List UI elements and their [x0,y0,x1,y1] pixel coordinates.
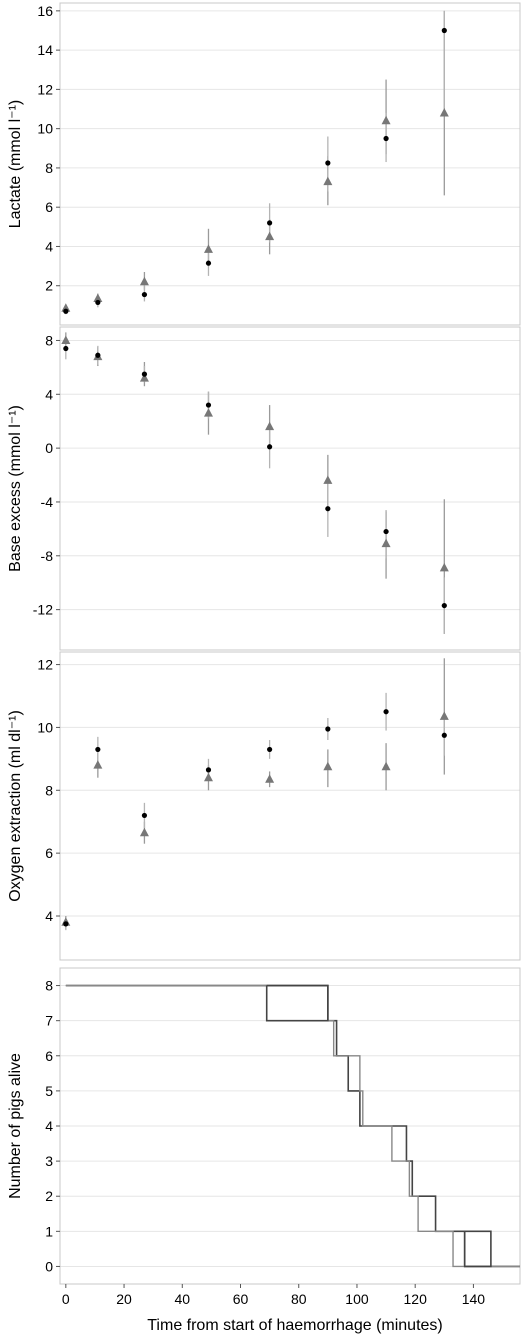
survival-step-line [463,1230,492,1268]
triangle-point [265,421,275,431]
x-tick-label: 100 [345,1291,369,1307]
y-tick-label: 8 [45,332,53,348]
triangle-point [203,244,213,253]
y-tick-label: 8 [45,160,53,176]
triangle-point [439,562,449,572]
y-tick-label: 16 [37,3,53,19]
triangle-point [323,176,333,186]
triangle-point [203,408,213,417]
y-tick-label: 12 [37,81,53,97]
survival-step-line [265,984,329,1022]
triangle-point [265,774,275,783]
dot-point [383,135,389,142]
y-tick-label: 4 [45,238,53,254]
y-tick-label: 4 [45,1118,53,1134]
x-tick-label: 140 [462,1291,486,1307]
x-tick-label: 80 [291,1291,307,1307]
dot-point [63,921,69,927]
x-axis-label: Time from start of haemorrhage (minutes) [147,1317,443,1334]
dot-point [383,709,389,715]
dot-point [63,308,69,314]
y-tick-label: 2 [45,278,53,294]
y-tick-label: 8 [45,978,53,994]
y-tick-label: 5 [45,1083,53,1099]
triangle-point [93,760,103,769]
y-tick-label: 2 [45,1188,53,1204]
y-tick-label: 0 [45,1258,53,1274]
dot-point [63,345,69,352]
y-tick-label: -8 [41,548,54,564]
y-tick-label: 6 [45,199,53,215]
dot-point [441,602,447,609]
dot-point [141,812,148,819]
y-tick-label: 7 [45,1013,53,1029]
triangle-point [323,475,333,484]
triangle-point [381,538,391,548]
triangle-point [323,761,333,771]
dot-point [383,528,389,535]
y-tick-label: -12 [33,602,53,618]
dot-point [95,746,101,753]
x-tick-label: 40 [174,1291,190,1307]
y-tick-label: 14 [37,42,53,58]
dot-point [205,402,212,408]
triangle-point [93,293,103,302]
triangle-point [61,335,71,344]
x-tick-label: 0 [62,1291,70,1307]
y-axis-label: Number of pigs alive [7,1053,24,1199]
triangle-point [381,761,391,771]
y-tick-label: 6 [45,1048,53,1064]
y-tick-label: 3 [45,1153,53,1169]
x-tick-label: 60 [233,1291,249,1307]
triangle-point [139,827,149,837]
y-tick-label: 10 [37,121,53,137]
dot-point [267,444,273,450]
triangle-point [139,276,149,286]
y-axis-label: Oxygen extraction (ml dl⁻¹) [7,710,24,902]
triangle-point [439,107,449,117]
panel-3: 4 6 8 10 12 Oxygen extraction (ml dl⁻¹) [7,651,521,961]
x-tick-label: 20 [116,1291,132,1307]
dot-point [325,160,331,166]
plot-frame [59,326,521,651]
y-axis-label: Lactate (mmol l⁻¹) [7,100,24,228]
y-tick-label: 8 [45,782,53,798]
triangle-point [265,231,275,241]
triangle-point [139,373,149,382]
dot-point [95,299,101,306]
dot-point [325,726,331,732]
triangle-point [381,115,391,125]
panel-1: 2 4 6 8 10 12 14 16 Lactate (mmol l⁻¹) [7,2,521,326]
y-tick-label: 6 [45,845,53,861]
triangle-point [61,303,71,312]
plot-frame [59,2,521,326]
dot-point [267,220,273,226]
dot-point [95,352,101,358]
dot-point [325,506,331,512]
y-tick-label: 12 [37,657,53,673]
dot-point [141,291,148,298]
y-tick-label: 0 [45,440,53,456]
dot-point [267,746,273,753]
plot-frame [59,651,521,961]
dot-point [205,260,212,266]
y-tick-label: 4 [45,908,53,924]
dot-point [141,371,148,377]
panel-2: 8 4 0 -4 -8 -12 Base excess (mmol l⁻¹) [7,326,521,651]
dot-point [205,767,212,773]
triangle-point [439,711,449,720]
y-axis-label: Base excess (mmol l⁻¹) [7,405,24,572]
y-tick-label: 1 [45,1223,53,1239]
y-tick-label: 10 [37,719,53,735]
triangle-point [203,772,213,782]
x-tick-label: 120 [404,1291,428,1307]
dot-point [441,27,447,34]
dot-point [441,732,447,738]
panel-4: 0 1 2 3 4 5 6 7 8 Number of pigs alive 0 20 40 60 80 10… [7,967,521,1307]
y-tick-label: 4 [45,386,53,402]
y-tick-label: -4 [41,494,54,510]
